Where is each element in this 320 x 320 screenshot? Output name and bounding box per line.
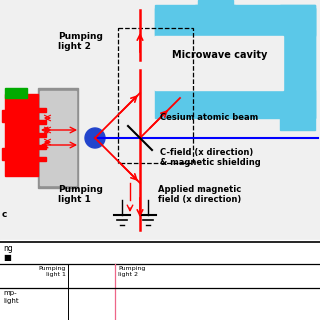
Text: C-field (x direction)
& magnetic shielding: C-field (x direction) & magnetic shieldi… — [160, 148, 261, 167]
Circle shape — [85, 128, 105, 148]
Text: Pumping
light 1: Pumping light 1 — [39, 266, 66, 277]
Bar — [38, 145, 46, 149]
Bar — [283, 8, 315, 118]
Text: c: c — [2, 210, 7, 219]
Bar — [195, 5, 235, 20]
Bar — [38, 108, 46, 112]
Bar — [38, 120, 46, 124]
Bar — [280, 5, 315, 130]
Text: Pumping
light 2: Pumping light 2 — [58, 32, 103, 52]
Bar — [155, 8, 315, 36]
Text: Pumping
light 2: Pumping light 2 — [118, 266, 145, 277]
Text: mp-: mp- — [3, 290, 17, 296]
Text: ng: ng — [3, 244, 13, 253]
Bar — [2, 148, 7, 160]
Bar — [2, 110, 7, 122]
Text: light: light — [3, 298, 19, 304]
Bar — [155, 36, 283, 90]
Bar — [40, 91, 76, 185]
Text: Cesium atomic beam: Cesium atomic beam — [160, 113, 258, 122]
Text: Pumping
light 1: Pumping light 1 — [58, 185, 103, 204]
Bar — [0, 0, 320, 240]
Bar — [118, 28, 193, 163]
Bar — [5, 94, 38, 176]
Bar — [155, 5, 315, 35]
Text: Applied magnetic
field (x direction): Applied magnetic field (x direction) — [158, 185, 241, 204]
Bar — [5, 88, 27, 98]
Bar — [0, 240, 320, 320]
Bar — [155, 90, 315, 118]
Bar — [38, 157, 46, 161]
Bar — [198, 0, 233, 8]
Bar — [38, 133, 46, 137]
Text: Microwave cavity: Microwave cavity — [172, 50, 268, 60]
Bar — [38, 88, 78, 188]
Text: ■: ■ — [3, 253, 11, 262]
